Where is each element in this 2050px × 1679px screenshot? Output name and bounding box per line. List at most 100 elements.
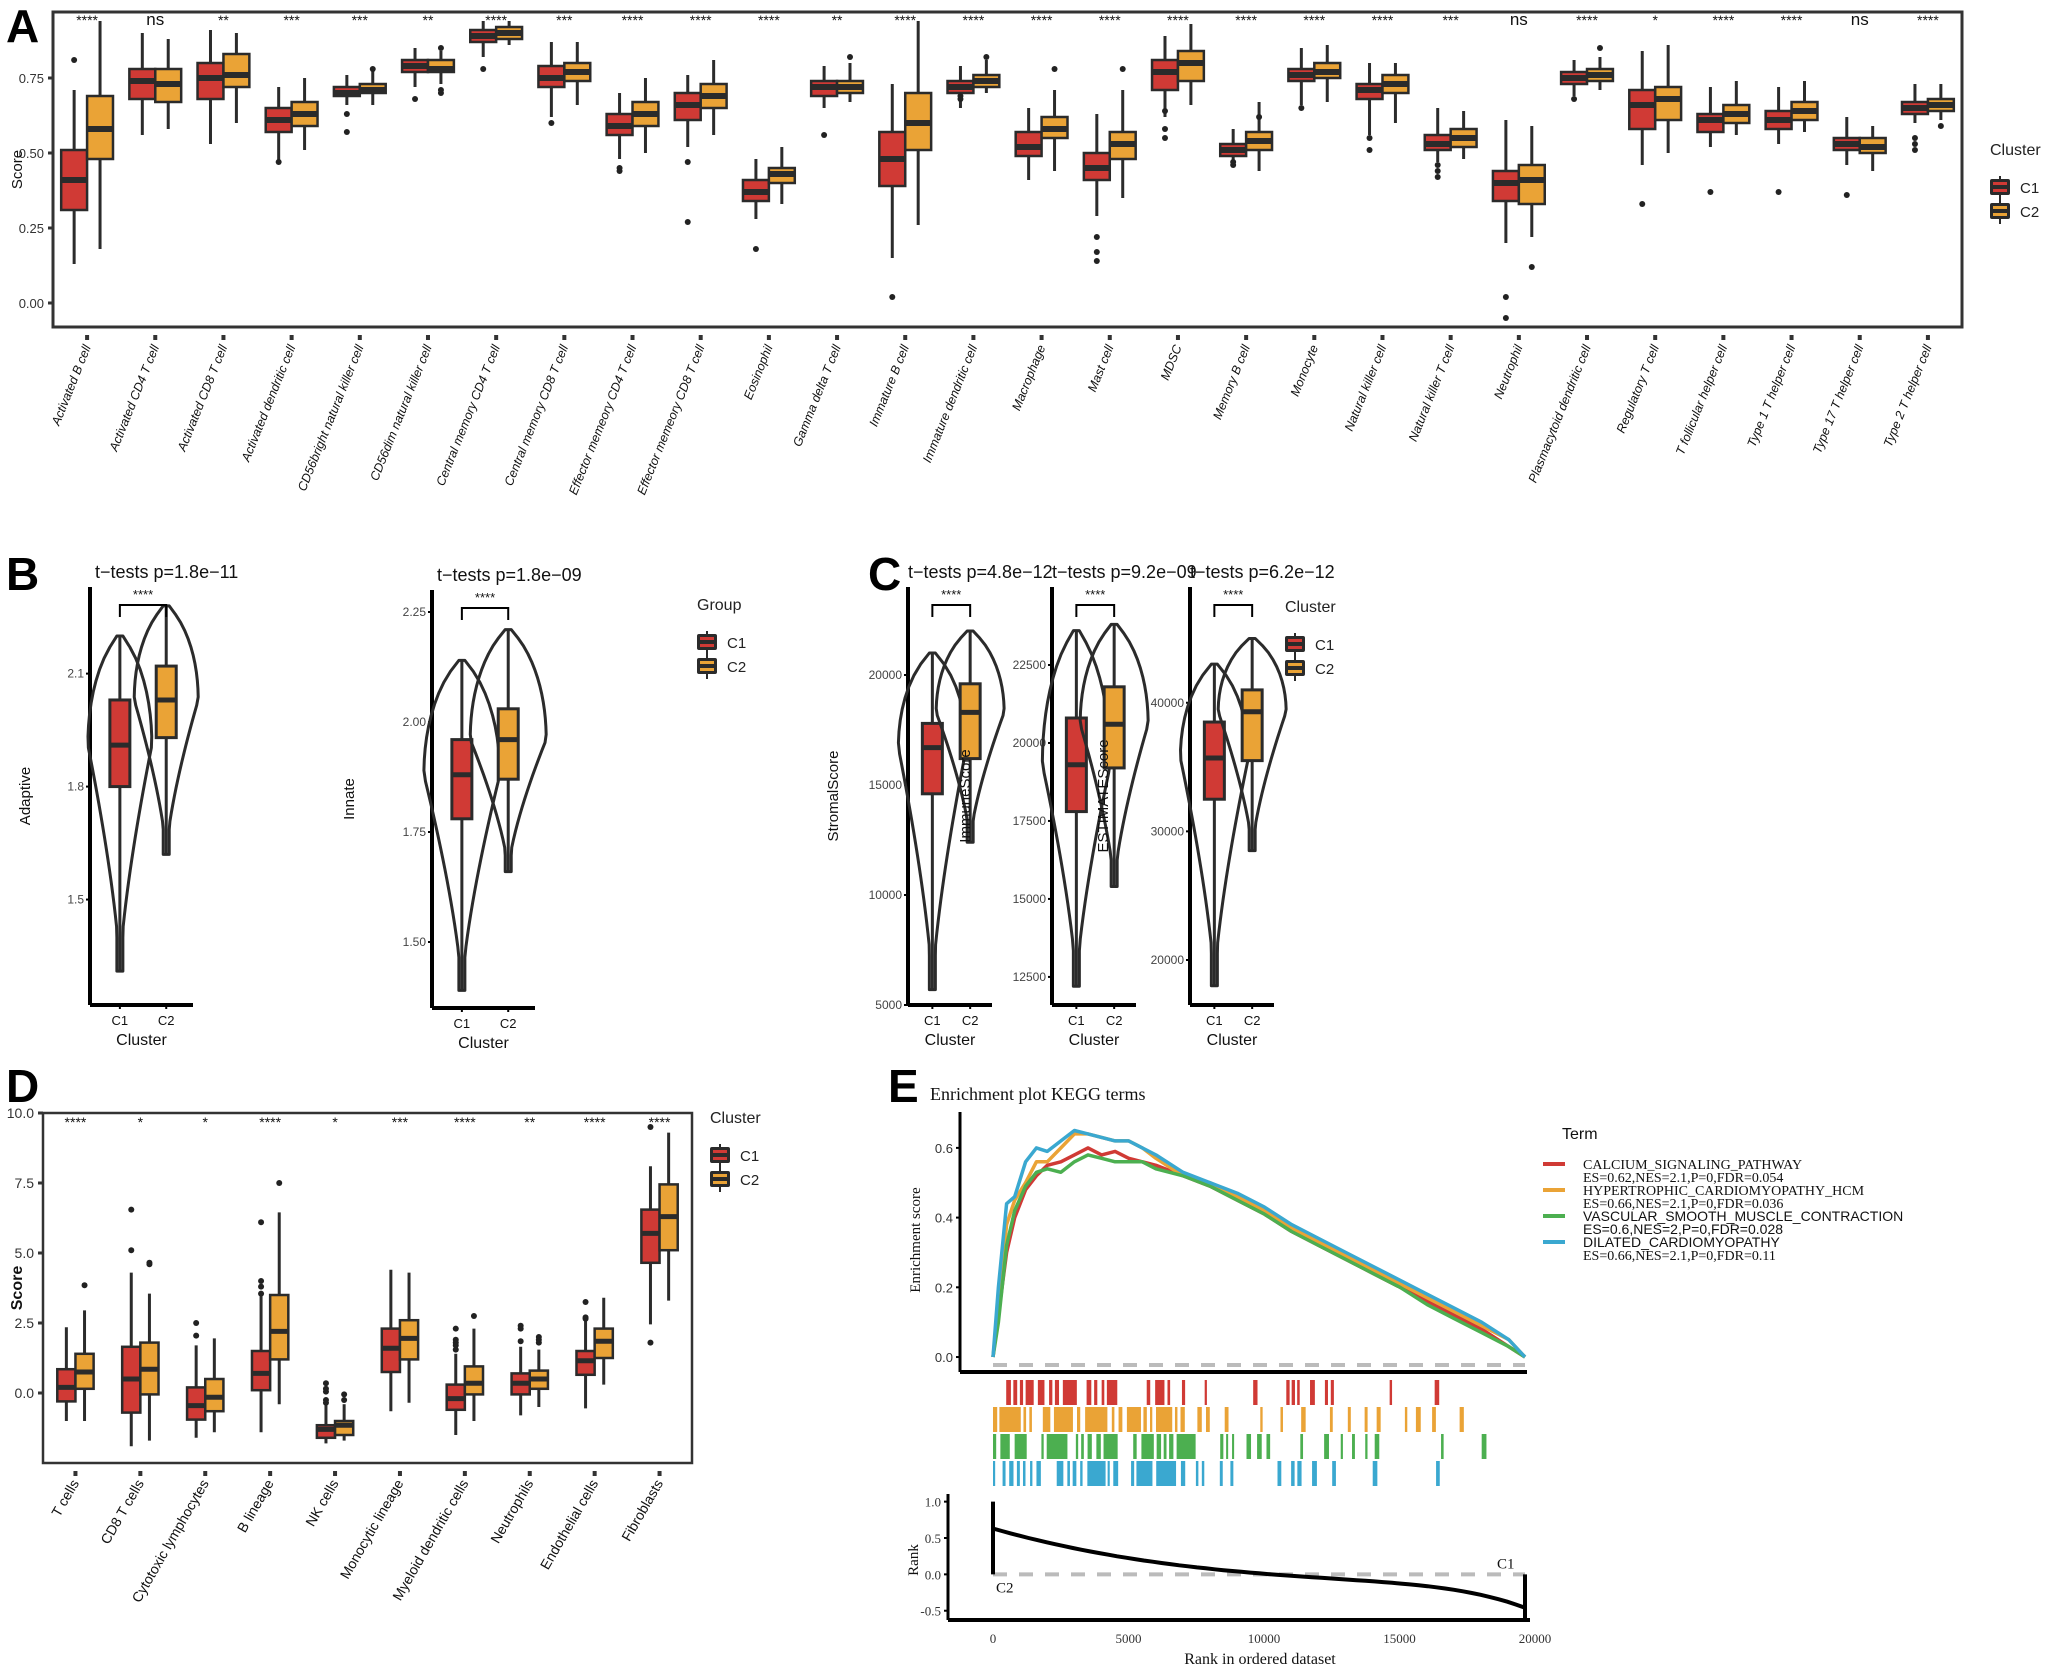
hit-bar — [1260, 1407, 1263, 1432]
hit-bar — [1197, 1407, 1202, 1432]
y-tick-label: 0.0 — [935, 1350, 953, 1365]
outlier-point — [258, 1290, 265, 1297]
x-tick-label: C1 — [1206, 1013, 1223, 1028]
outlier-point — [1256, 114, 1263, 120]
significance-label: **** — [1372, 12, 1394, 28]
significance-label: **** — [1235, 12, 1257, 28]
category-group: **** Eosinophil — [741, 12, 797, 402]
x-tick-label: C1 — [112, 1013, 129, 1028]
x-tick-label: Eosinophil — [741, 342, 776, 402]
hit-bar — [1232, 1434, 1235, 1459]
box-c2 — [1240, 688, 1264, 763]
hit-bar — [1352, 1434, 1355, 1459]
hit-bar — [1174, 1407, 1178, 1432]
outlier-point — [322, 1388, 329, 1395]
hit-bar — [1087, 1434, 1092, 1459]
hit-bar — [1163, 1434, 1167, 1459]
box-c2 — [268, 1293, 290, 1361]
y-tick-label: 15000 — [869, 778, 903, 792]
hit-bar — [1041, 1434, 1044, 1459]
category-group: **** Immature dendritic cell — [920, 12, 1001, 465]
hit-bar — [1434, 1380, 1440, 1405]
box-c2 — [496, 707, 520, 781]
x-axis-title: Cluster — [1207, 1032, 1258, 1049]
outlier-point — [480, 66, 487, 72]
legend-label-c2: C2 — [2020, 204, 2039, 221]
hit-bar — [1226, 1434, 1229, 1459]
category-group: ** Neutrophils — [487, 1114, 550, 1546]
hit-bar — [1049, 1380, 1053, 1405]
category-group: **** Fibroblasts — [618, 1114, 679, 1544]
outlier-point — [1051, 66, 1058, 72]
category-group: *** CD56bright natural killer cell — [295, 12, 387, 493]
outlier-point — [1639, 201, 1646, 207]
category-group: **** Effector memeory CD4 T cell — [566, 12, 660, 497]
x-tick — [1721, 335, 1726, 340]
x-tick-label: CD8 T cells — [97, 1477, 147, 1547]
legend-key-fill — [700, 637, 714, 640]
category-group: **** Immature B cell — [867, 12, 933, 429]
y-tick-label: 15000 — [1013, 892, 1047, 906]
hit-bar — [1266, 1434, 1271, 1459]
outlier-point — [128, 1247, 135, 1254]
category-group: **** T cells — [48, 1114, 95, 1519]
legend-stats-label: ES=0.66,NES=2.1,P=0,FDR=0.036 — [1583, 1197, 1783, 1212]
legend-term-label: CALCIUM_SIGNALING_PATHWAY — [1583, 1158, 1802, 1173]
hit-bar — [1312, 1461, 1317, 1486]
x-tick — [835, 335, 840, 340]
category-group: **** Central memory CD4 T cell — [433, 12, 524, 488]
x-tick-label: Activated B cell — [48, 342, 94, 429]
hit-bar — [1204, 1380, 1207, 1405]
x-tick-label: Macrophage — [1009, 343, 1048, 413]
hit-bar — [1220, 1434, 1224, 1459]
y-tick-label: 0.75 — [19, 71, 44, 86]
significance-label: * — [332, 1114, 338, 1130]
outlier-point — [369, 66, 376, 72]
legend-label-c1: C1 — [727, 635, 746, 652]
category-group: * Regulatory T cell — [1614, 12, 1683, 435]
rank-y-axis-title: Rank — [906, 1544, 922, 1576]
category-group: ** Gamma delta T cell — [790, 12, 865, 449]
outlier-point — [258, 1283, 265, 1290]
legend-key-fill — [700, 661, 714, 664]
outlier-point — [821, 132, 828, 138]
legend-key-fill — [1288, 670, 1302, 673]
outlier-point — [548, 120, 555, 126]
chart-title: t−tests p=1.8e−09 — [437, 565, 582, 585]
hit-bar — [1087, 1461, 1106, 1486]
x-tick — [73, 1471, 78, 1476]
x-tick — [562, 335, 567, 340]
rank-y-tick-label: -0.5 — [920, 1604, 941, 1619]
legend-stats-label: ES=0.6,NES=2,P=0,FDR=0.028 — [1583, 1221, 1783, 1237]
outlier-point — [889, 294, 896, 300]
hit-bar — [1118, 1407, 1123, 1432]
significance-label: **** — [584, 1114, 606, 1130]
x-tick-label: C1 — [1068, 1013, 1085, 1028]
y-tick-label: 1.5 — [67, 893, 84, 907]
y-axis-title: Enrichment score — [908, 1187, 924, 1293]
hit-bar — [1107, 1461, 1110, 1486]
hit-bar — [1080, 1461, 1083, 1486]
legend-label-c1: C1 — [740, 1148, 759, 1165]
hit-bar — [1056, 1461, 1064, 1486]
x-tick — [903, 335, 908, 340]
significance-label: ns — [1851, 10, 1869, 29]
box-c2 — [463, 1365, 485, 1396]
chart-title: t−tests p=4.8e−12 — [908, 562, 1053, 582]
x-axis-title: Cluster — [1069, 1032, 1120, 1049]
hit-bar — [1155, 1380, 1165, 1405]
rank-label-right: C1 — [1497, 1556, 1515, 1572]
outlier-point — [582, 1315, 589, 1322]
x-tick — [1312, 335, 1317, 340]
x-tick-label: 20000 — [1519, 1631, 1552, 1646]
hit-bar — [1230, 1461, 1234, 1486]
x-tick-label: T follicular helper cell — [1673, 342, 1730, 457]
hit-bar — [1156, 1461, 1177, 1486]
category-group: *** Monocytic lineage — [337, 1114, 420, 1582]
y-tick-label: 2.1 — [67, 667, 84, 681]
box-c1 — [250, 1349, 272, 1392]
x-tick-label: Gamma delta T cell — [790, 342, 844, 449]
significance-label: **** — [1085, 587, 1105, 602]
hit-bars-hcm — [993, 1407, 1464, 1432]
category-group: **** Memory B cell — [1210, 12, 1274, 422]
